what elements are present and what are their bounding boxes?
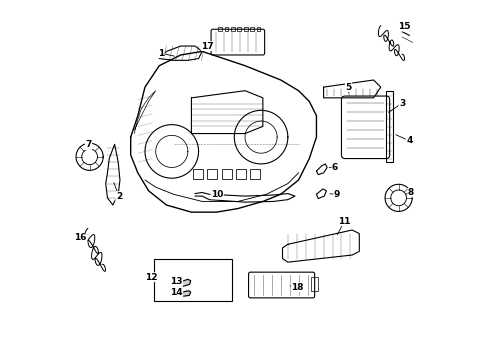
Polygon shape bbox=[180, 291, 191, 296]
Text: 11: 11 bbox=[338, 217, 350, 226]
Text: 7: 7 bbox=[85, 140, 92, 149]
Text: 8: 8 bbox=[408, 188, 414, 197]
Text: 18: 18 bbox=[291, 283, 304, 292]
Bar bbox=[257, 27, 260, 31]
Text: 13: 13 bbox=[170, 277, 183, 286]
Polygon shape bbox=[180, 279, 191, 287]
Bar bbox=[250, 27, 254, 31]
Text: 3: 3 bbox=[399, 99, 405, 108]
Text: 6: 6 bbox=[332, 163, 338, 172]
Bar bbox=[193, 168, 203, 179]
Bar bbox=[207, 168, 218, 179]
Text: 5: 5 bbox=[345, 83, 352, 92]
Bar bbox=[154, 258, 232, 301]
Text: 1: 1 bbox=[158, 49, 164, 58]
Bar bbox=[224, 27, 228, 31]
Bar bbox=[236, 168, 246, 179]
Bar bbox=[250, 168, 260, 179]
Bar bbox=[386, 91, 392, 162]
Bar bbox=[218, 27, 222, 31]
Text: 2: 2 bbox=[116, 192, 122, 201]
Text: 10: 10 bbox=[211, 190, 223, 199]
Bar bbox=[231, 27, 235, 31]
Text: 12: 12 bbox=[145, 273, 158, 282]
Bar bbox=[311, 277, 318, 292]
Bar bbox=[244, 27, 247, 31]
Text: 9: 9 bbox=[334, 190, 340, 199]
Text: 15: 15 bbox=[398, 22, 410, 31]
Text: 4: 4 bbox=[406, 136, 413, 145]
Bar bbox=[238, 27, 241, 31]
Text: 17: 17 bbox=[201, 41, 214, 50]
Bar bbox=[222, 168, 232, 179]
Text: 16: 16 bbox=[74, 233, 87, 242]
Text: 14: 14 bbox=[170, 288, 183, 297]
